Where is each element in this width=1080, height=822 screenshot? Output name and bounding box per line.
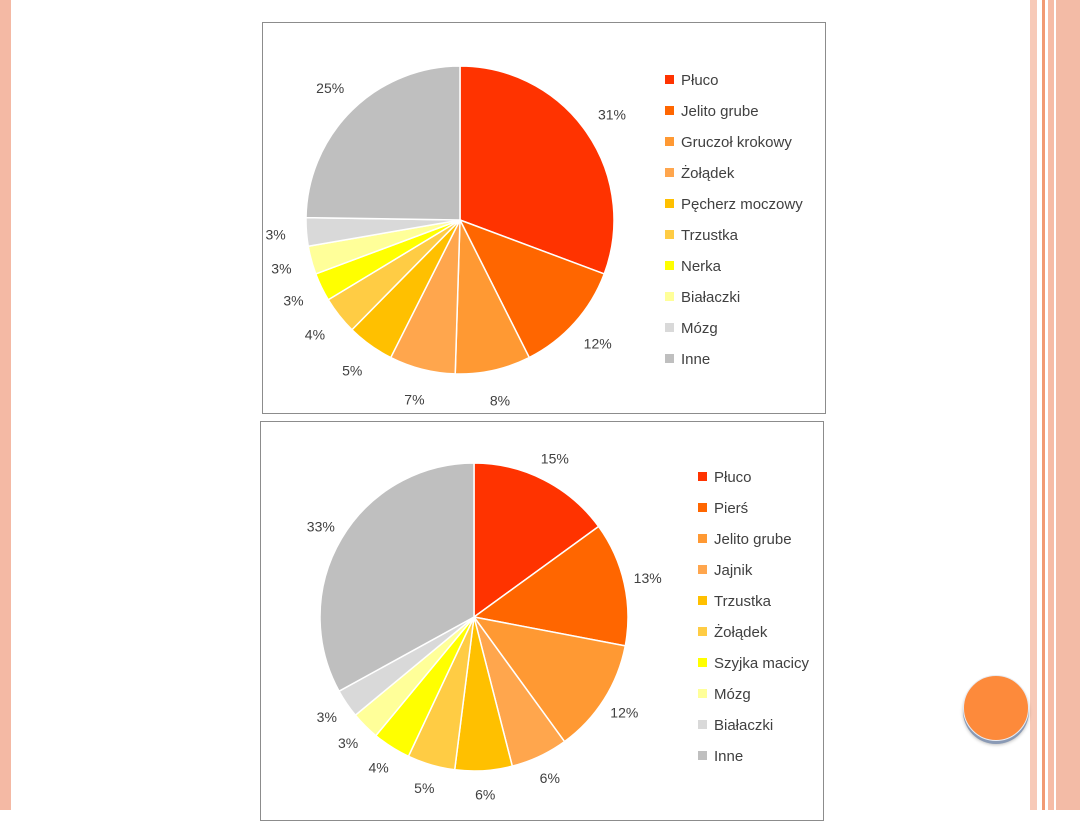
data-label: 3% bbox=[338, 735, 358, 751]
legend-swatch bbox=[665, 261, 674, 270]
orange-circle-decoration bbox=[963, 675, 1029, 741]
data-label: 6% bbox=[475, 787, 495, 803]
legend-label: Białaczki bbox=[681, 289, 740, 306]
data-label: 4% bbox=[305, 327, 325, 343]
legend-swatch bbox=[665, 168, 674, 177]
data-label: 5% bbox=[342, 362, 362, 378]
data-label: 15% bbox=[541, 450, 569, 466]
legend-swatch bbox=[665, 199, 674, 208]
legend-swatch bbox=[665, 75, 674, 84]
data-label: 3% bbox=[265, 226, 285, 242]
legend-label: Jelito grube bbox=[714, 531, 792, 548]
cancer-share-pie-chart-1: 31% 12% 8% 7% 5% 4% 3% 3% 3% 25% Płuco Jelito grube… bbox=[262, 22, 826, 414]
legend-swatch bbox=[665, 292, 674, 301]
legend-label: Jajnik bbox=[714, 562, 753, 579]
legend-label: Żołądek bbox=[714, 623, 768, 641]
data-label: 3% bbox=[271, 260, 291, 276]
legend-swatch bbox=[698, 534, 707, 543]
pie-chart-1-svg: 31% 12% 8% 7% 5% 4% 3% 3% 3% 25% Płuco Jelito grube… bbox=[265, 65, 803, 409]
data-label: 8% bbox=[490, 393, 510, 409]
cancer-share-pie-chart-2: 15% 13% 12% 6% 6% 5% 4% 3% 3% 33% Płuco Pierś Jelito… bbox=[260, 421, 824, 821]
legend-swatch bbox=[698, 472, 707, 481]
pie-slice-1-10 bbox=[305, 65, 461, 221]
legend-label: Płuco bbox=[714, 469, 752, 486]
legend-label: Mózg bbox=[681, 320, 718, 337]
legend-label: Inne bbox=[714, 748, 743, 765]
pie-chart-2-svg: 15% 13% 12% 6% 6% 5% 4% 3%3% 33% Płuco Pierś Jelito… bbox=[307, 450, 810, 803]
legend-swatch bbox=[698, 689, 707, 698]
data-label: 7% bbox=[404, 391, 424, 407]
legend-swatch bbox=[698, 627, 707, 636]
legend-label: Inne bbox=[681, 351, 710, 368]
legend-label: Nerka bbox=[681, 258, 722, 275]
legend-swatch bbox=[698, 565, 707, 574]
legend-label: Żołądek bbox=[681, 164, 735, 182]
pie-slice-2-2 bbox=[472, 525, 629, 647]
legend-label: Szyjka macicy bbox=[714, 655, 810, 672]
legend-label: Białaczki bbox=[714, 717, 773, 734]
legend-label: Płuco bbox=[681, 72, 719, 89]
data-label: 12% bbox=[610, 704, 638, 720]
data-label: 4% bbox=[368, 759, 388, 775]
legend-swatch bbox=[698, 596, 707, 605]
legend-label: Trzustka bbox=[681, 227, 739, 244]
pie-slice-1-1 bbox=[459, 65, 615, 275]
pie-slice-2-3 bbox=[472, 615, 627, 743]
legend-label: Pierś bbox=[714, 500, 748, 517]
legend-label: Gruczoł krokowy bbox=[681, 134, 792, 151]
legend-swatch bbox=[665, 354, 674, 363]
data-label: 13% bbox=[634, 570, 662, 586]
pie-slice-1-2 bbox=[458, 218, 606, 359]
legend-swatch bbox=[698, 751, 707, 760]
data-label: 25% bbox=[316, 80, 344, 96]
data-label: 31% bbox=[598, 107, 626, 123]
data-label: 12% bbox=[584, 336, 612, 352]
legend-label: Trzustka bbox=[714, 593, 772, 610]
legend-label: Mózg bbox=[714, 686, 751, 703]
data-label: 3% bbox=[283, 293, 303, 309]
legend-swatch bbox=[665, 323, 674, 332]
right-decorative-stripe bbox=[1042, 0, 1045, 810]
data-label: 5% bbox=[414, 780, 434, 796]
data-label: 3% bbox=[317, 709, 337, 725]
legend-swatch bbox=[665, 230, 674, 239]
data-label: 6% bbox=[540, 770, 560, 786]
pie-slice-2-1 bbox=[473, 462, 600, 619]
legend-swatch bbox=[698, 658, 707, 667]
right-decorative-stripe bbox=[1030, 0, 1037, 810]
legend-swatch bbox=[665, 106, 674, 115]
legend-swatch bbox=[698, 503, 707, 512]
legend-swatch bbox=[698, 720, 707, 729]
legend-swatch bbox=[665, 137, 674, 146]
right-decorative-stripe bbox=[1048, 0, 1054, 810]
legend-label: Pęcherz moczowy bbox=[681, 196, 803, 213]
data-label: 33% bbox=[307, 518, 335, 534]
legend-label: Jelito grube bbox=[681, 103, 759, 120]
pie-slice-2-10 bbox=[319, 462, 475, 693]
right-decorative-stripe bbox=[1056, 0, 1080, 810]
left-decorative-stripe bbox=[0, 0, 11, 810]
